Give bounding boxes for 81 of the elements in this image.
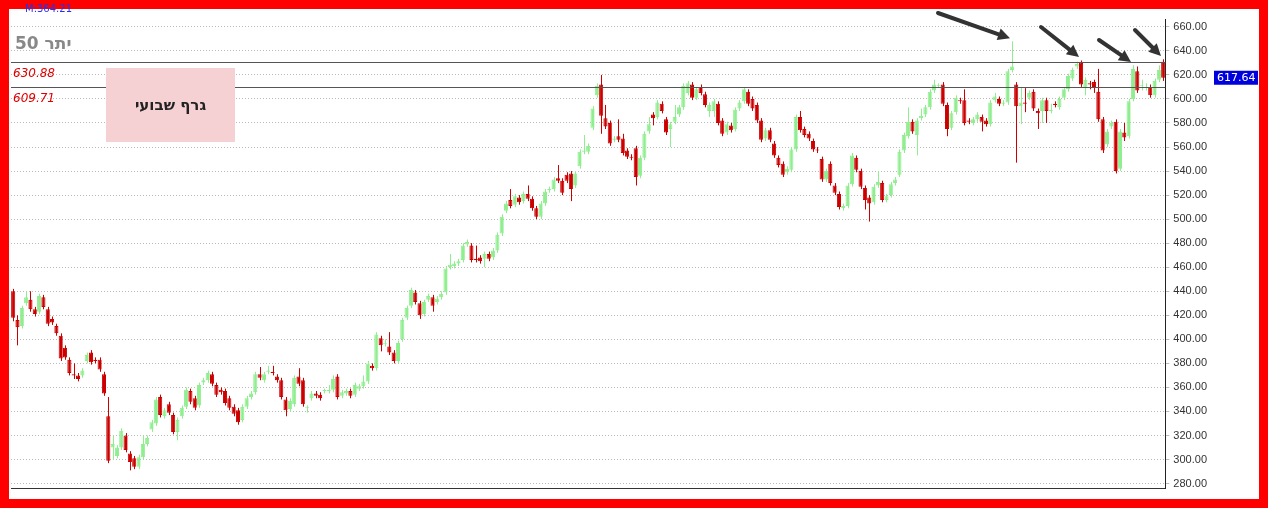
candlestick [253,371,258,396]
candlestick [1018,86,1023,125]
candlestick [279,377,284,400]
candlestick [901,132,906,154]
y-tick-label: 380.00 [1173,356,1208,369]
candlestick [555,164,560,184]
candlestick [110,435,115,461]
y-tick-label: 540.00 [1173,164,1208,177]
candlestick [15,314,20,346]
candlestick [1044,97,1049,124]
candlestick [175,416,180,441]
candlestick [283,396,288,417]
y-tick-label: 580.00 [1173,116,1208,129]
y-tick-label: 520.00 [1173,188,1208,201]
y-tick-label: 280.00 [1173,476,1208,489]
candlestick [797,110,803,134]
ref-line-label: 630.88 [13,65,56,80]
candlestick [67,356,72,376]
candlestick [577,148,582,170]
candlestick [638,154,643,179]
candlestick [754,102,759,124]
candlestick [642,130,647,161]
candlestick [789,146,794,173]
y-tick-label: 620.00 [1173,67,1208,80]
y-tick-label: 320.00 [1173,428,1208,441]
y-tick-label: 460.00 [1173,260,1208,273]
candlestick [663,116,669,136]
candlestick [499,213,504,237]
candlestick [19,305,24,330]
y-tick-label: 660.00 [1173,19,1208,32]
candlestick [171,412,176,435]
ref-line-label: 609.71 [13,90,55,105]
candlestick [408,287,413,309]
candlestick [365,360,370,385]
candlestick [123,432,128,453]
candlestick [58,332,63,362]
y-tick-label: 480.00 [1173,236,1208,249]
candlestick [668,121,673,148]
candlestick [949,110,954,131]
candlestick [400,317,405,343]
candlestick [508,188,513,209]
text: M:364.21 [25,3,72,14]
candlestick [1104,128,1110,148]
y-tick-label: 500.00 [1173,212,1208,225]
candlestick [469,242,474,263]
candlestick [607,120,612,147]
candlestick [953,94,958,116]
candlestick [715,100,720,126]
candlestick [45,306,50,327]
y-tick-label: 420.00 [1173,308,1208,321]
candlestick [620,133,625,156]
candlestick [119,427,124,451]
text: יתר 50 [15,33,72,53]
y-tick-label: 560.00 [1173,140,1208,153]
candlestick [590,105,595,131]
candlestick [927,88,932,111]
y-tick-label: 600.00 [1173,91,1208,104]
candlestick [819,156,824,183]
candlestick [897,148,902,178]
candlestick [867,194,872,223]
candlestick [417,300,422,320]
candlestick [460,242,465,263]
y-tick-label: 360.00 [1173,380,1208,393]
candlestick [1135,65,1140,94]
y-tick-label: 400.00 [1173,332,1208,345]
y-tick-label: 640.00 [1173,43,1208,56]
candlestick [871,183,876,206]
candlestick [655,99,660,120]
note-box: גרף שבועי [106,68,235,142]
text: 617.64 [1217,70,1256,84]
candlestick [495,231,500,254]
candlestick [1040,97,1045,124]
candlestick [672,104,677,125]
candlestick [720,117,725,137]
y-tick-label: 440.00 [1173,284,1208,297]
candlestick [443,265,448,296]
y-tick-label: 340.00 [1173,404,1208,417]
candlestick [387,331,392,356]
candlestick [101,371,107,397]
y-tick-label: 300.00 [1173,452,1208,465]
candlestick [240,403,245,423]
